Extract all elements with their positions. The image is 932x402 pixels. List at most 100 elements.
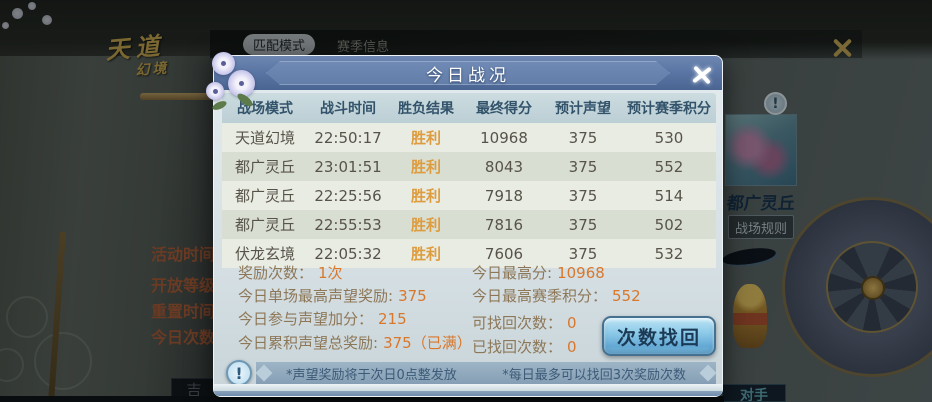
- stat-label: 奖励次数：: [238, 264, 314, 282]
- cell-time: 22:05:32: [314, 244, 382, 263]
- cell-time: 22:50:17: [314, 128, 382, 147]
- note-reputation-payout: *声望奖励将于次日0点整发放: [286, 367, 457, 383]
- cell-result: 胜利: [410, 129, 441, 147]
- stat-value: 0: [567, 314, 577, 333]
- header-score: 最终得分: [476, 101, 532, 117]
- statue-band-decoration: [733, 313, 767, 325]
- stat-value: 552: [612, 287, 641, 306]
- stat-label: 今日参与声望加分：: [238, 310, 374, 329]
- scroll-handle-decoration: [140, 93, 214, 100]
- blossom-decoration: [2, 22, 9, 29]
- cell-mode: 都广灵丘: [234, 216, 295, 234]
- stat-label: 可找回次数：: [472, 314, 563, 333]
- cell-season-points: 502: [654, 215, 684, 234]
- stat-label: 今日累积声望总奖励:: [238, 333, 379, 352]
- table-row: 都广灵丘 22:55:53 胜利 7816 375 502: [222, 210, 716, 239]
- drape-swirl-decoration: [0, 348, 24, 382]
- cell-season-points: 552: [654, 157, 684, 176]
- stat-value: 0: [567, 337, 577, 356]
- gold-statue-decoration: [733, 284, 767, 348]
- stat-label: 已找回次数：: [472, 337, 563, 356]
- retrievable-count-row: 可找回次数： 0: [472, 312, 641, 335]
- ornament-plate-decoration: [782, 197, 932, 377]
- dialog-title: 今日战况: [426, 65, 510, 86]
- tab-season-info[interactable]: 赛季信息: [337, 40, 390, 55]
- tab-match-mode[interactable]: 匹配模式: [243, 34, 315, 55]
- cell-result: 胜利: [410, 158, 441, 176]
- close-icon[interactable]: [691, 62, 713, 84]
- left-info-panel: 活动时间 开放等级 重置时间 今日次数: [151, 241, 214, 351]
- stats-right-column: 今日最高分: 10968 今日最高赛季积分： 552 可找回次数： 0 已找回次数： 0: [472, 262, 641, 359]
- cell-mode: 都广灵丘: [234, 187, 295, 205]
- today-max-score-row: 今日最高分: 10968: [472, 262, 641, 285]
- stat-label: 今日最高分:: [472, 264, 553, 282]
- cell-time: 22:25:56: [314, 186, 382, 205]
- partial-button-glyph: 吉: [186, 381, 202, 399]
- total-reputation-row: 今日累积声望总奖励: 375（已满）: [238, 332, 472, 355]
- retrieved-count-row: 已找回次数： 0: [472, 336, 641, 359]
- activity-time-label: 活动时间: [151, 245, 214, 264]
- cell-score: 7918: [484, 186, 524, 205]
- cell-season-points: 530: [654, 128, 684, 147]
- header-mode: 战场模式: [237, 101, 293, 117]
- battlefield-image: [725, 114, 797, 186]
- table-row: 都广灵丘 22:25:56 胜利 7918 375 514: [222, 181, 716, 210]
- blossom-decoration: [28, 2, 36, 10]
- battlefield-rules-button[interactable]: 战场规则: [728, 215, 794, 239]
- cell-result: 胜利: [410, 187, 441, 205]
- cell-score: 10968: [480, 128, 528, 147]
- cell-score: 7816: [484, 215, 524, 234]
- today-count-label: 今日次数: [151, 328, 214, 347]
- stat-label: 今日最高赛季积分：: [472, 287, 608, 306]
- cell-time: 23:01:51: [314, 157, 382, 176]
- cell-reputation: 375: [568, 244, 598, 263]
- cell-reputation: 375: [568, 215, 598, 234]
- reward-count-row: 奖励次数： 1次: [238, 262, 472, 285]
- stats-left-column: 奖励次数： 1次 今日单场最高声望奖励: 375 今日参与声望加分： 215 今日累积…: [238, 262, 472, 355]
- exclamation-icon: !: [226, 360, 252, 386]
- notes-bar: *声望奖励将于次日0点整发放 *每日最多可以找回3次奖励次数: [256, 362, 716, 384]
- cell-reputation: 375: [568, 186, 598, 205]
- bottom-dark-strip: [0, 396, 724, 402]
- stat-value: 1次: [318, 264, 343, 282]
- today-max-season-points-row: 今日最高赛季积分： 552: [472, 285, 641, 308]
- top-nav-bar: 匹配模式 赛季信息: [210, 30, 862, 58]
- cell-season-points: 532: [654, 244, 684, 263]
- drape-swirl-decoration: [6, 296, 48, 338]
- table-row: 天道幻境 22:50:17 胜利 10968 375 530: [222, 123, 716, 152]
- battle-results-table: 战场模式 战斗时间 胜负结果 最终得分 预计声望 预计赛季积分 天道幻境 22:…: [222, 93, 716, 268]
- retrieve-count-button[interactable]: 次数找回: [602, 316, 716, 356]
- table-row: 都广灵丘 23:01:51 胜利 8043 375 552: [222, 152, 716, 181]
- cell-season-points: 514: [654, 186, 684, 205]
- blossom-decoration: [42, 15, 52, 25]
- open-level-label: 开放等级: [151, 276, 214, 295]
- today-battle-dialog: 今日战况 战场模式 战斗时间 胜负结果 最终得分 预计声望 预计赛季积分 天道幻…: [206, 52, 723, 397]
- ornament-plate-center: [861, 276, 885, 300]
- dialog-footer-strip: [214, 384, 722, 391]
- note-retrieve-limit: *每日最多可以找回3次奖励次数: [502, 367, 686, 383]
- dialog-bottom-edge: [214, 391, 722, 396]
- battlefield-card[interactable]: ! 都广灵丘 战场规则: [725, 92, 797, 244]
- header-reputation: 预计声望: [555, 101, 611, 117]
- cell-reputation: 375: [568, 128, 598, 147]
- header-time: 战斗时间: [320, 101, 376, 117]
- stat-label: 今日单场最高声望奖励:: [238, 287, 394, 306]
- cell-mode: 都广灵丘: [234, 158, 295, 176]
- cell-result: 胜利: [410, 216, 441, 234]
- blossom-decoration: [12, 8, 23, 19]
- cell-score: 8043: [484, 157, 524, 176]
- cell-time: 22:55:53: [314, 215, 382, 234]
- stat-value: 375: [398, 287, 427, 306]
- cell-reputation: 375: [568, 157, 598, 176]
- cell-mode: 伏龙玄境: [234, 245, 295, 263]
- title-band-decoration: [266, 61, 670, 85]
- reset-time-label: 重置时间: [151, 302, 214, 321]
- stat-value: 10968: [557, 264, 605, 282]
- max-single-reputation-row: 今日单场最高声望奖励: 375: [238, 285, 472, 308]
- background-left-drape: [0, 56, 213, 402]
- stat-value: 215: [378, 310, 407, 329]
- table-row: 伏龙玄境 22:05:32 胜利 7606 375 532: [222, 239, 716, 268]
- alert-bubble-icon: !: [764, 92, 787, 115]
- stat-value: 375（已满）: [383, 333, 472, 352]
